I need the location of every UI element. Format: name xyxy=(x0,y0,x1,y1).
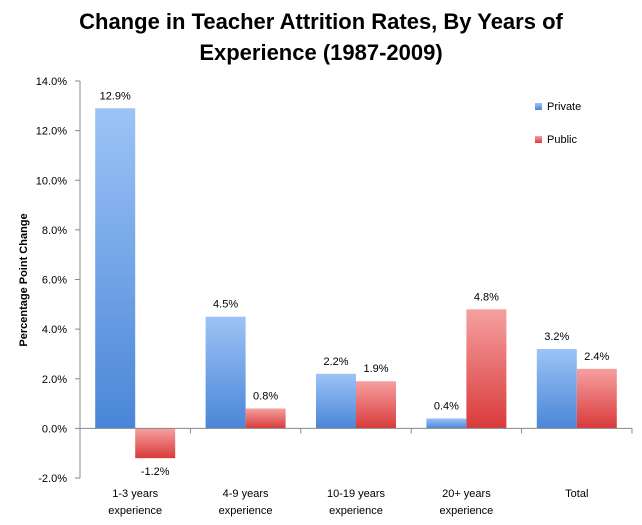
y-axis-label: Percentage Point Change xyxy=(18,213,30,346)
data-label: 3.2% xyxy=(544,331,569,343)
legend: Private Public xyxy=(535,101,581,146)
data-label: 4.8% xyxy=(474,291,499,303)
data-label: 0.4% xyxy=(434,400,459,412)
x-category-label: 10-19 years experience xyxy=(327,488,386,517)
y-tick-label: 6.0% xyxy=(42,275,67,287)
bar-public xyxy=(356,381,396,429)
chart-title: Change in Teacher Attrition Rates, By Ye… xyxy=(79,9,563,65)
x-category-label: 1-3 years experience xyxy=(108,488,162,517)
bar-private xyxy=(316,373,356,429)
y-tick-label: 12.0% xyxy=(36,126,67,138)
x-axis: 1-3 years experience 4-9 years experience 10… xyxy=(79,427,633,517)
data-label: -1.2% xyxy=(141,466,170,478)
x-category-label: Total xyxy=(565,488,588,500)
data-label: 4.5% xyxy=(213,299,238,311)
legend-label-public: Public xyxy=(547,134,577,146)
bar-private xyxy=(95,108,136,429)
data-label: 12.9% xyxy=(100,90,131,102)
bar-public xyxy=(135,428,176,459)
bar-public xyxy=(245,408,286,429)
y-tick-label: 4.0% xyxy=(42,324,67,336)
y-tick-label: 2.0% xyxy=(42,374,67,386)
y-tick-label: 8.0% xyxy=(42,225,67,237)
y-tick-label: -2.0% xyxy=(38,473,67,485)
data-label: 0.8% xyxy=(253,391,278,403)
bar-public xyxy=(576,368,617,429)
bar-private xyxy=(536,348,577,429)
legend-label-private: Private xyxy=(547,101,581,113)
y-tick-label: 10.0% xyxy=(36,175,67,187)
legend-swatch-private xyxy=(535,103,542,110)
y-tick-label: 0.0% xyxy=(42,423,67,435)
bar-private xyxy=(205,316,246,429)
x-category-label: 4-9 years experience xyxy=(219,488,273,517)
bar-public xyxy=(466,309,507,429)
x-category-label: 20+ years experience xyxy=(439,488,493,517)
bars: 12.9% -1.2% 4.5% 0.8% 2.2% 1.9% 0.4% 4.8% 3.2% 2.… xyxy=(95,90,617,478)
y-tick-label: 14.0% xyxy=(36,76,67,88)
legend-swatch-public xyxy=(535,136,542,143)
data-label: 2.4% xyxy=(584,351,609,363)
bar-private xyxy=(426,418,467,429)
data-label: 2.2% xyxy=(323,356,348,368)
data-label: 1.9% xyxy=(363,363,388,375)
y-axis: 14.0% 12.0% 10.0% 8.0% 6.0% 4.0% 2.0% 0.0% -2.0% xyxy=(36,76,81,485)
